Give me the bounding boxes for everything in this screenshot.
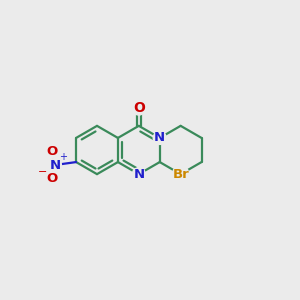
Circle shape (172, 166, 189, 182)
Text: Br: Br (172, 168, 189, 181)
Text: N: N (154, 131, 165, 144)
Circle shape (153, 131, 166, 144)
Circle shape (48, 158, 62, 172)
Circle shape (46, 172, 59, 185)
Circle shape (46, 145, 59, 158)
Text: +: + (59, 152, 67, 162)
Circle shape (132, 168, 145, 181)
Text: N: N (133, 168, 144, 181)
Circle shape (131, 100, 146, 115)
Text: O: O (133, 100, 145, 115)
Text: O: O (46, 172, 58, 185)
Text: N: N (49, 158, 61, 172)
Text: −: − (38, 167, 47, 177)
Text: O: O (46, 145, 58, 158)
